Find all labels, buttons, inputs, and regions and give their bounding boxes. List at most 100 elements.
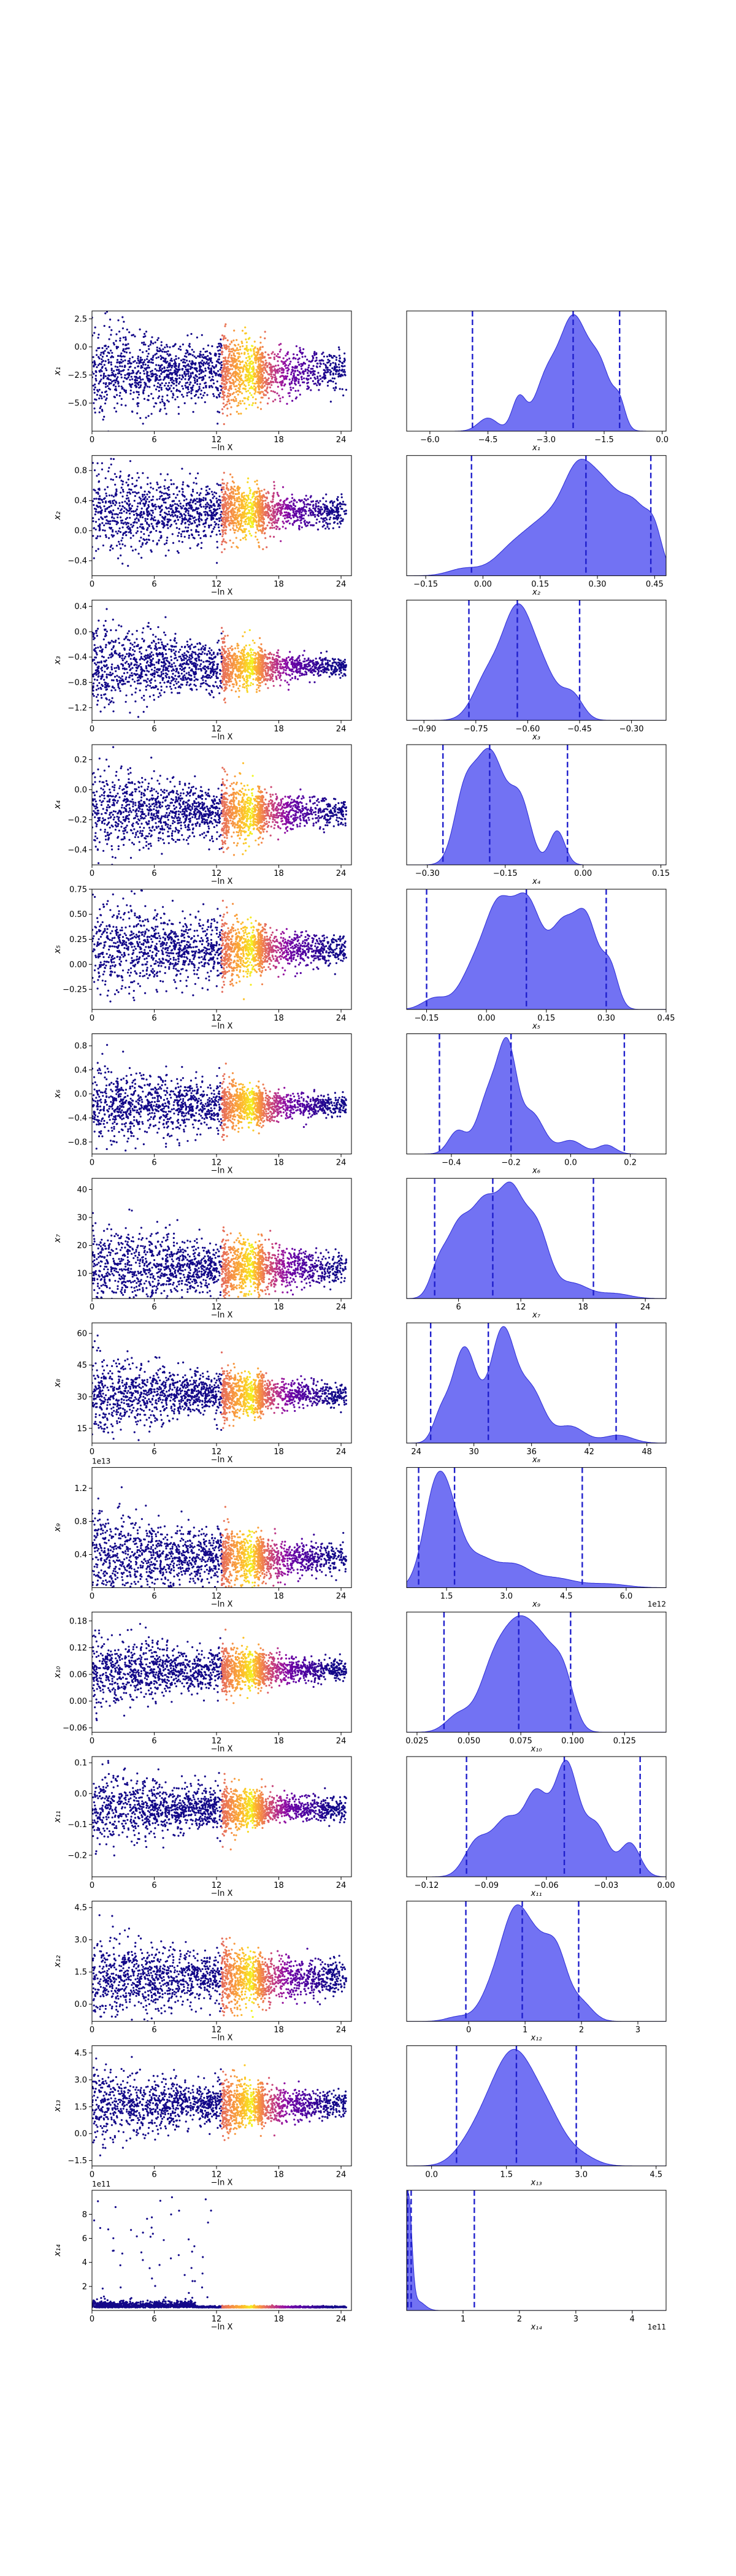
trace-point xyxy=(235,523,237,525)
trace-point xyxy=(270,371,273,374)
trace-point xyxy=(131,550,134,552)
trace-point xyxy=(119,531,122,534)
trace-point xyxy=(275,527,278,531)
trace-point xyxy=(215,497,218,500)
trace-point xyxy=(193,646,195,648)
trace-point xyxy=(135,669,137,672)
trace-point xyxy=(115,340,117,342)
trace-point xyxy=(100,378,102,381)
trace-point xyxy=(188,537,190,539)
trace-point xyxy=(278,527,281,530)
trace-point xyxy=(266,371,268,374)
trace-point xyxy=(103,505,105,508)
trace-point xyxy=(332,527,334,529)
trace-point xyxy=(167,385,169,387)
trace-point xyxy=(204,375,207,377)
trace-point xyxy=(186,351,189,354)
trace-point xyxy=(255,387,257,389)
trace-point xyxy=(93,332,96,334)
trace-point xyxy=(283,500,285,504)
trace-point xyxy=(225,526,228,529)
trace-point xyxy=(189,521,191,523)
x-tick-label: 0.0 xyxy=(656,435,669,445)
trace-point xyxy=(233,531,236,534)
trace-point xyxy=(335,510,338,513)
trace-point xyxy=(233,495,236,497)
trace-point xyxy=(249,372,251,374)
trace-point xyxy=(174,515,177,517)
trace-point xyxy=(191,506,193,508)
trace-point xyxy=(234,365,236,367)
trace-point xyxy=(262,529,264,532)
trace-point xyxy=(130,375,132,378)
trace-point xyxy=(144,386,146,388)
trace-point xyxy=(343,358,346,360)
trace-point xyxy=(92,334,94,337)
trace-point xyxy=(158,347,161,350)
trace-point xyxy=(313,383,315,385)
trace-point xyxy=(118,370,120,373)
trace-point xyxy=(179,513,182,515)
trace-point xyxy=(220,338,222,341)
trace-point xyxy=(134,548,137,551)
trace-point xyxy=(332,362,334,364)
trace-point xyxy=(218,495,221,497)
trace-point xyxy=(229,522,232,524)
trace-point xyxy=(144,496,147,498)
trace-point xyxy=(189,381,191,384)
trace-point xyxy=(136,505,139,508)
trace-point xyxy=(196,370,198,373)
trace-point xyxy=(129,516,131,519)
trace-point xyxy=(136,513,139,516)
trace-point xyxy=(230,385,232,387)
trace-point xyxy=(198,524,201,526)
trace-point xyxy=(259,401,262,404)
trace-point xyxy=(134,380,137,382)
trace-point xyxy=(293,499,295,502)
trace-point xyxy=(140,536,142,539)
trace-point xyxy=(158,531,161,533)
trace-point xyxy=(150,342,153,344)
trace-point xyxy=(268,383,270,386)
trace-point xyxy=(214,523,217,526)
trace-point xyxy=(151,375,154,378)
trace-point xyxy=(221,393,224,396)
trace-point xyxy=(128,372,131,375)
trace-point xyxy=(188,534,190,537)
trace-point xyxy=(210,501,212,504)
trace-point xyxy=(143,372,145,375)
trace-point xyxy=(200,389,202,392)
trace-point xyxy=(239,385,242,388)
trace-point xyxy=(135,375,137,378)
trace-point xyxy=(271,505,274,507)
trace-point xyxy=(244,505,247,507)
trace-point xyxy=(95,689,98,691)
trace-point xyxy=(335,356,338,359)
trace-point xyxy=(236,521,239,523)
trace-point xyxy=(245,390,248,393)
trace-point xyxy=(259,370,261,372)
trace-point xyxy=(186,364,188,367)
trace-point xyxy=(256,483,258,486)
trace-point xyxy=(226,486,228,489)
trace-point xyxy=(325,521,328,524)
trace-point xyxy=(159,378,162,381)
trace-point xyxy=(167,489,170,491)
trace-point xyxy=(115,639,117,642)
trace-point xyxy=(166,536,169,539)
trace-point xyxy=(267,687,269,689)
trace-point xyxy=(177,551,180,554)
trace-point xyxy=(210,524,212,526)
trace-point xyxy=(119,361,122,364)
trace-point xyxy=(229,539,231,542)
trace-point xyxy=(245,513,248,515)
trace-point xyxy=(188,365,190,367)
trace-point xyxy=(237,491,240,494)
trace-point xyxy=(311,672,313,674)
trace-point xyxy=(153,664,155,666)
trace-point xyxy=(110,350,112,352)
trace-point xyxy=(164,479,166,481)
trace-point xyxy=(221,491,223,493)
trace-point xyxy=(213,521,216,523)
trace-point xyxy=(280,679,282,681)
